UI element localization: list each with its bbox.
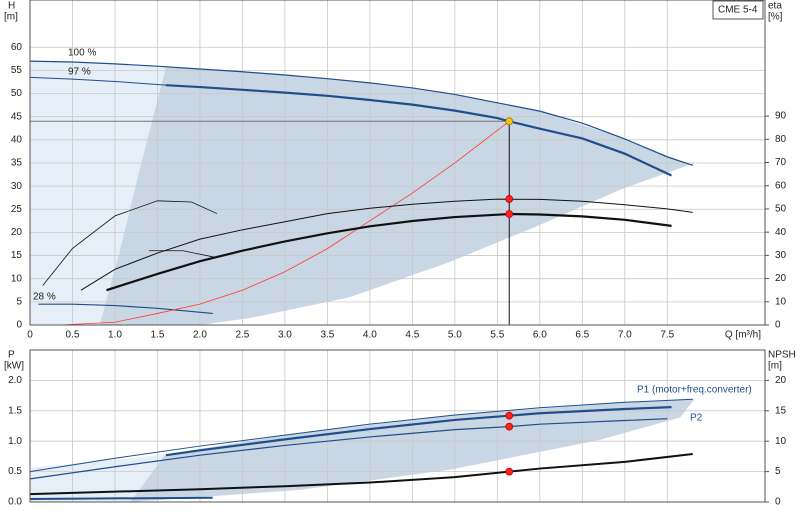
x-tick-label: 0.5 xyxy=(66,330,80,341)
curve xyxy=(38,303,213,315)
y-tick-label: 45 xyxy=(11,111,23,122)
y2-axis-label: NPSH xyxy=(768,350,796,361)
y2-tick-label: 20 xyxy=(775,375,787,386)
x-tick-label: 6.0 xyxy=(533,330,547,341)
y-axis-label: P xyxy=(8,350,15,361)
y-tick-label: 55 xyxy=(11,65,23,76)
curve-annotation: 100 % xyxy=(68,48,96,59)
y2-axis-unit: [%] xyxy=(768,12,783,23)
y-tick-label: 60 xyxy=(11,42,23,53)
y2-tick-label: 15 xyxy=(775,405,787,416)
y2-tick-label: 20 xyxy=(775,273,787,284)
y-tick-label: 0.5 xyxy=(8,466,22,477)
y2-tick-label: 5 xyxy=(775,466,781,477)
model-label: CME 5-4 xyxy=(718,5,758,16)
y2-axis-label: eta xyxy=(768,1,782,12)
curve xyxy=(165,84,672,177)
y-tick-label: 30 xyxy=(11,181,23,192)
y-tick-label: 2.0 xyxy=(8,375,22,386)
y2-tick-label: 0 xyxy=(775,320,781,331)
duty-point xyxy=(505,467,514,476)
curve xyxy=(59,120,510,326)
x-tick-label: 3.0 xyxy=(278,330,292,341)
curve xyxy=(80,198,693,291)
y-axis-unit: [m] xyxy=(4,12,18,23)
y2-tick-label: 50 xyxy=(775,204,787,215)
operating-range xyxy=(99,66,695,326)
duty-point xyxy=(505,422,514,431)
curve xyxy=(29,76,166,86)
x-tick-label: 1.5 xyxy=(151,330,165,341)
y2-axis-unit: [m] xyxy=(768,361,782,372)
curve xyxy=(148,250,218,259)
curve xyxy=(42,200,218,286)
y-tick-label: 1.5 xyxy=(8,405,22,416)
x-tick-label: 1.0 xyxy=(108,330,122,341)
plot xyxy=(29,349,766,503)
duty-point xyxy=(505,411,514,420)
curve xyxy=(29,452,693,496)
plot-frame xyxy=(29,349,766,503)
y2-tick-label: 10 xyxy=(775,296,787,307)
y-tick-label: 10 xyxy=(11,273,23,284)
x-tick-label: 5.5 xyxy=(490,330,504,341)
x-tick-label: 2.0 xyxy=(193,330,207,341)
curve xyxy=(165,406,672,457)
y-tick-label: 20 xyxy=(11,227,23,238)
y2-tick-label: 10 xyxy=(775,436,787,447)
curve-annotation: 97 % xyxy=(68,67,91,78)
x-tick-label: 7.0 xyxy=(618,330,632,341)
y2-tick-label: 90 xyxy=(775,111,787,122)
duty-point xyxy=(505,210,514,218)
y2-tick-label: 60 xyxy=(775,180,787,191)
y2-tick-label: 30 xyxy=(775,250,787,261)
curve-annotation: P1 (motor+freq.converter) xyxy=(637,385,752,396)
y2-tick-label: 40 xyxy=(775,227,787,238)
duty-point xyxy=(505,117,514,126)
y-tick-label: 40 xyxy=(11,134,23,145)
y-axis-unit: [kW] xyxy=(4,361,24,372)
curve xyxy=(29,418,668,480)
y-tick-label: 0 xyxy=(16,320,22,331)
x-tick-label: 5.0 xyxy=(448,330,462,341)
curve xyxy=(29,60,693,166)
curve-annotation: P2 xyxy=(690,413,703,424)
y-tick-label: 1.0 xyxy=(8,436,22,447)
model-box xyxy=(712,0,764,20)
curve xyxy=(106,212,672,292)
curve xyxy=(29,496,213,500)
y-tick-label: 5 xyxy=(16,296,22,307)
y-tick-label: 0.0 xyxy=(8,497,22,508)
x-tick-label: 4.0 xyxy=(363,330,377,341)
x-tick-label: 3.5 xyxy=(320,330,334,341)
y-axis-label: H xyxy=(8,1,15,12)
curve-annotation: 28 % xyxy=(33,292,56,303)
curve xyxy=(29,398,693,473)
x-axis-label: Q [m³/h] xyxy=(725,330,761,341)
x-tick-label: 7.5 xyxy=(660,330,674,341)
y-tick-label: 35 xyxy=(11,158,23,169)
y-tick-label: 25 xyxy=(11,204,23,215)
y-tick-label: 15 xyxy=(11,250,23,261)
x-tick-label: 4.5 xyxy=(405,330,419,341)
duty-point xyxy=(505,195,514,203)
plot xyxy=(29,0,766,326)
x-tick-label: 2.5 xyxy=(235,330,249,341)
y-tick-label: 50 xyxy=(11,88,23,99)
x-tick-label: 6.5 xyxy=(575,330,589,341)
y2-tick-label: 80 xyxy=(775,134,787,145)
y2-tick-label: 70 xyxy=(775,157,787,168)
y2-tick-label: 0 xyxy=(775,497,781,508)
x-tick-label: 0 xyxy=(27,330,33,341)
